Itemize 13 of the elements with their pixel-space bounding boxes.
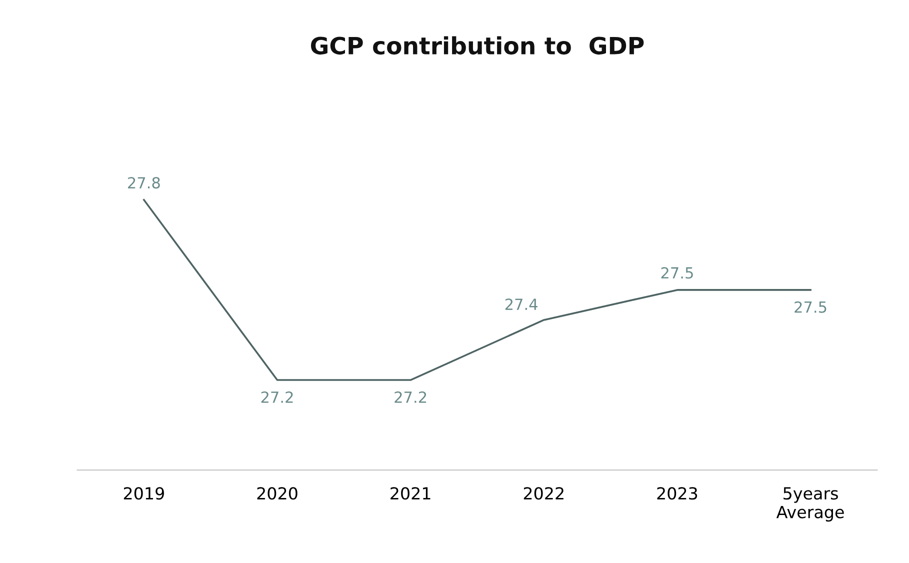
data-label: 27.2 <box>394 391 426 403</box>
chart-title: GCP contribution to GDP <box>310 36 644 55</box>
x-tick-label: 2022 <box>524 487 564 500</box>
x-tick-label: 2023 <box>657 487 698 500</box>
x-tick-label: 2019 <box>124 487 164 500</box>
data-label: 27.5 <box>794 301 826 313</box>
data-label: 27.5 <box>661 267 693 279</box>
data-label: 27.8 <box>128 177 160 189</box>
x-tick-label: 2021 <box>390 487 430 500</box>
data-label: 27.4 <box>505 298 538 310</box>
x-tick-label: 2020 <box>257 487 298 500</box>
x-tick-label: 5years Average <box>776 487 844 522</box>
data-label: 27.2 <box>261 391 293 403</box>
